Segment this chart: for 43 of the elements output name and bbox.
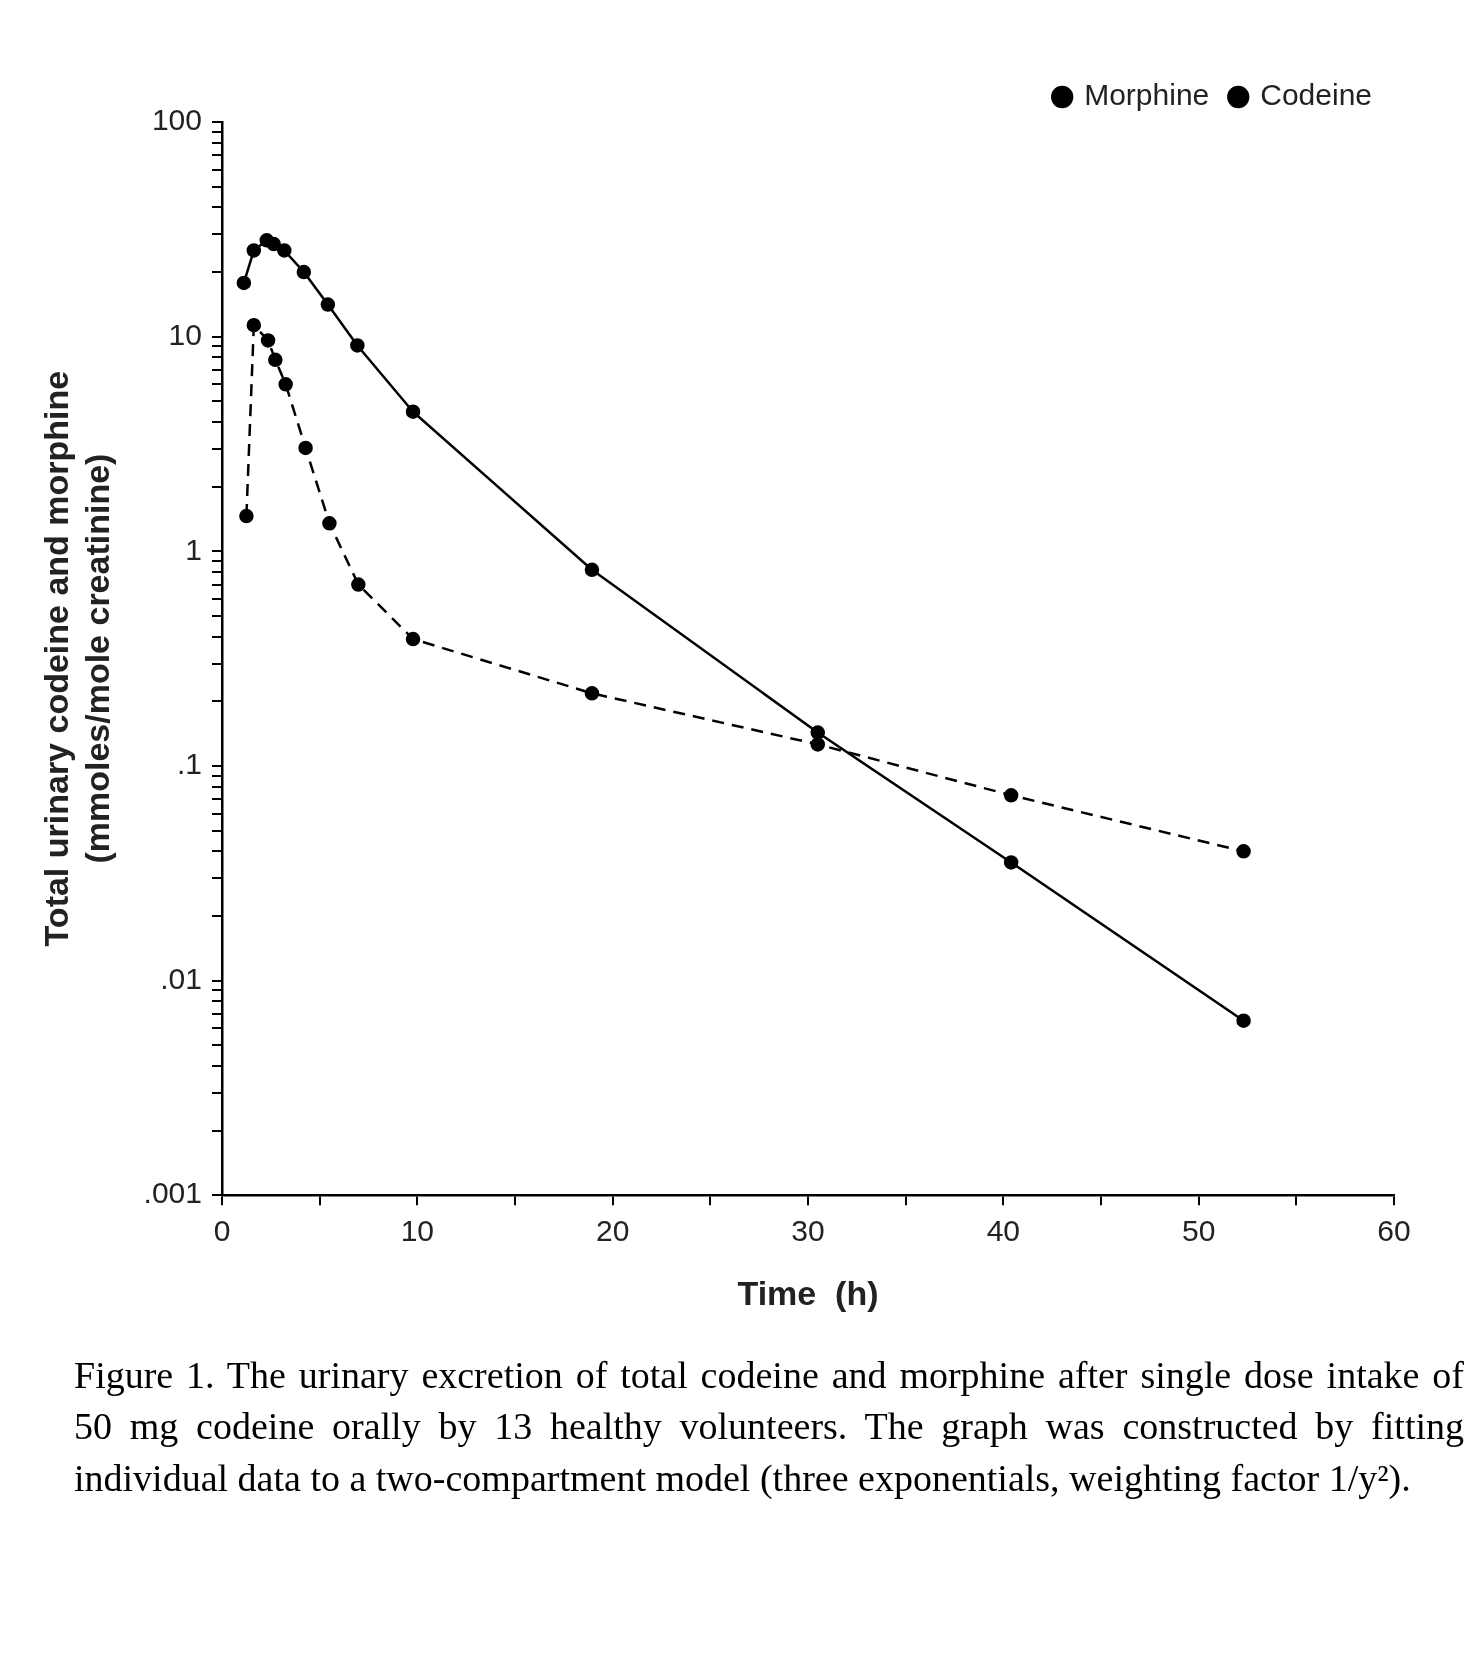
point <box>266 236 281 252</box>
point <box>405 404 421 419</box>
x-tick-label: 50 <box>1181 1214 1216 1248</box>
legend-label: Morphine <box>1084 78 1210 112</box>
point <box>1236 1013 1251 1028</box>
x-tick-label: 10 <box>400 1214 435 1248</box>
y-axis-title: Total urinary codeine and morphine (mmoles/mole creatinine) <box>36 370 116 947</box>
x-axis-title: Time (h) <box>737 1273 879 1312</box>
point <box>1003 788 1019 803</box>
point <box>239 508 254 524</box>
point <box>584 686 600 701</box>
point <box>1236 844 1251 859</box>
point <box>278 377 293 392</box>
point <box>246 318 262 333</box>
y-tick-label: 100 <box>151 103 202 137</box>
point <box>298 440 313 456</box>
point <box>350 338 365 353</box>
y-tick-label: .1 <box>176 747 202 781</box>
legend-label: Codeine <box>1260 78 1373 112</box>
x-tick-label: 40 <box>986 1214 1021 1248</box>
point <box>405 631 421 647</box>
x-tick-label: 20 <box>595 1214 630 1248</box>
point <box>1003 855 1019 870</box>
point <box>584 562 600 578</box>
point <box>236 275 252 291</box>
caption: Figure 1. The urinary excretion of total codeine and morphine after single dose intake of 50 mg codeine orally by 13 healthy volunteers. The graph was constructed by fitting individual data to a two-compartment model (three exponentials, weighting factor 1/y²). <box>74 1353 1464 1501</box>
y-tick-label: .001 <box>143 1176 202 1210</box>
x-tick-label: 60 <box>1377 1214 1411 1248</box>
point <box>320 297 336 312</box>
point <box>810 725 826 740</box>
x-tick-label: 30 <box>791 1214 825 1248</box>
point <box>296 264 312 280</box>
y-tick-label: .01 <box>160 961 202 995</box>
point <box>260 333 276 348</box>
point <box>322 516 337 531</box>
y-tick-label: 1 <box>185 532 202 566</box>
x-tick-label: 0 <box>213 1214 231 1248</box>
point <box>246 243 262 258</box>
point <box>351 577 366 592</box>
point <box>277 243 292 258</box>
point <box>268 352 283 368</box>
point <box>810 737 826 752</box>
y-tick-label: 10 <box>168 317 202 351</box>
